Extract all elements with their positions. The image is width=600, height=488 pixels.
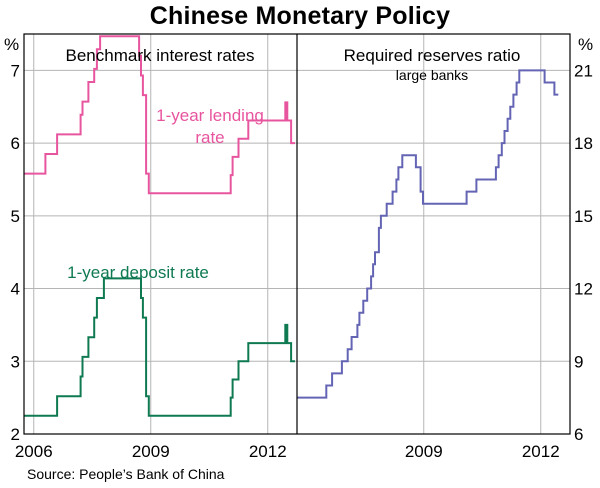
rrr-series-line (297, 69, 559, 399)
series-layer (24, 35, 559, 417)
right-axis-unit: % (578, 35, 593, 54)
y-tick-label: 7 (11, 61, 20, 80)
left-axis-unit: % (4, 35, 19, 54)
y-tick-label: 21 (574, 61, 593, 80)
left-panel-title: Benchmark interest rates (66, 46, 255, 65)
y-tick-label: 3 (11, 352, 20, 371)
x-tick-label: 2009 (405, 442, 443, 461)
source-note: Source: People’s Bank of China (27, 466, 225, 482)
deposit-label: 1-year deposit rate (67, 263, 209, 282)
right-panel-subtitle: large banks (396, 67, 468, 83)
y-tick-label: 2 (11, 425, 20, 444)
y-tick-label: 15 (574, 207, 593, 226)
x-tick-label: 2009 (132, 442, 170, 461)
x-tick-label: 2012 (522, 442, 560, 461)
chart-title: Chinese Monetary Policy (149, 2, 451, 30)
tick-labels: 2 3 4 5 6 7 2006 2009 2012 6 9 12 15 18 21 2009 2012 (11, 61, 593, 461)
y-tick-label: 12 (574, 280, 593, 299)
y-tick-label: 9 (574, 352, 583, 371)
y-tick-label: 5 (11, 207, 20, 226)
y-tick-label: 4 (11, 280, 20, 299)
deposit-rate-series-line (24, 277, 295, 417)
y-tick-label: 6 (574, 425, 583, 444)
right-panel-title: Required reserves ratio (344, 46, 521, 65)
y-tick-label: 6 (11, 134, 20, 153)
x-tick-label: 2006 (15, 442, 53, 461)
y-tick-label: 18 (574, 134, 593, 153)
x-tick-label: 2012 (249, 442, 287, 461)
lending-rate-series-line (24, 35, 295, 195)
lending-label-line1: 1-year lending (156, 106, 264, 125)
lending-label-line2: rate (195, 128, 224, 147)
